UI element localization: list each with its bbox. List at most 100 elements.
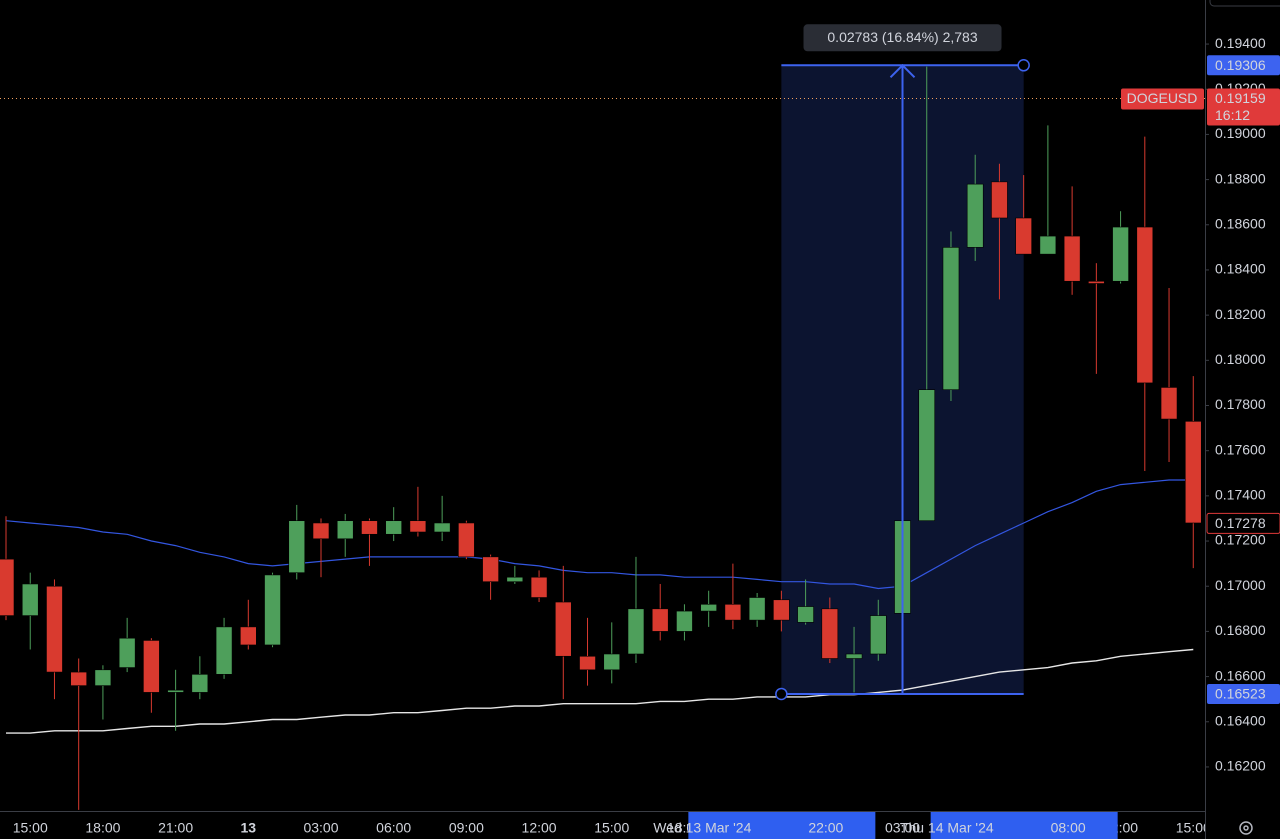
symbol-label: DOGEUSD: [1127, 90, 1198, 106]
last-price-badge: [1207, 88, 1280, 126]
moving-average: [5, 479, 1194, 590]
y-tick-label: 0.18000: [1215, 351, 1266, 367]
candle-body: [1088, 280, 1105, 284]
last-price-label: 0.19159: [1215, 90, 1266, 106]
y-tick-label: 0.17200: [1215, 532, 1266, 548]
corner-button[interactable]: [1209, 0, 1280, 7]
x-tick-label: 09:00: [449, 820, 484, 836]
x-axis-labels: 15:00 18:00 21:00 13 03:00 06:00 09:00 12:00 15:…: [13, 820, 1211, 836]
candle-body: [1039, 235, 1057, 255]
y-tick-label: 0.17000: [1215, 577, 1266, 593]
measure-handle: [1017, 59, 1030, 72]
y-tick-label: 0.16600: [1215, 667, 1266, 683]
candle-body: [1184, 421, 1202, 524]
candle-body: [991, 181, 1008, 219]
time-range-time: 08:00: [1051, 820, 1086, 836]
candle-body: [845, 653, 863, 659]
candle-body: [46, 585, 63, 673]
candle-body: [1063, 235, 1081, 282]
candle-body: [627, 608, 645, 655]
candle-body: [167, 689, 184, 693]
candle-body: [724, 603, 742, 621]
measure-handle: [775, 687, 788, 701]
candle-body: [482, 556, 499, 583]
x-tick-label: 21:00: [158, 820, 193, 836]
candle-body: [821, 608, 839, 659]
y-tick-label: 0.18200: [1215, 306, 1266, 322]
candle-body: [215, 626, 233, 675]
candle-body: [773, 599, 790, 621]
price-badge: [1206, 512, 1280, 534]
y-tick-label: 0.18400: [1215, 261, 1266, 277]
price-badge: [1207, 55, 1280, 76]
time-range-date: Wed 13 Mar '24: [653, 820, 751, 836]
y-tick-label: 0.17600: [1215, 441, 1266, 457]
candle-body: [579, 655, 596, 671]
candle-body: [918, 389, 936, 522]
candle-body: [191, 674, 209, 693]
candle-body: [240, 626, 257, 646]
moving-average: [6, 648, 1194, 734]
plot-area: 0.02783 (16.84%) 2,783: [0, 24, 1205, 810]
x-tick-label: 12:00: [522, 820, 557, 836]
candle-body: [458, 522, 475, 558]
candle-body: [530, 576, 548, 598]
candle-body: [942, 247, 960, 390]
candle-body: [0, 558, 15, 616]
price-badge: [1207, 683, 1280, 704]
y-tick-label: 0.17800: [1215, 396, 1266, 412]
candle-body: [797, 606, 814, 623]
candle-body: [1160, 387, 1178, 420]
candle-body: [21, 583, 39, 616]
y-tick-label: 0.17400: [1215, 487, 1266, 503]
x-tick-label: 03:00: [303, 820, 338, 836]
x-tick-label: 15:00: [13, 820, 48, 836]
candle-body: [385, 520, 402, 535]
candle-body: [264, 574, 281, 646]
x-tick-label: 18:00: [85, 820, 120, 836]
candle-body: [506, 576, 524, 583]
candle-body: [1112, 226, 1129, 282]
candle-body: [312, 522, 330, 540]
candle-body: [676, 610, 693, 632]
candle-body: [70, 671, 87, 686]
x-tick-label: 03:00: [885, 820, 920, 836]
x-tick-label: 15:00: [1176, 820, 1211, 836]
measure-label: 0.02783 (16.84%) 2,783: [827, 29, 977, 45]
candle-body: [700, 603, 717, 612]
time-range-date: Thu 14 Mar '24: [900, 820, 994, 836]
y-tick-label: 0.18800: [1215, 170, 1266, 186]
candle-body: [361, 520, 378, 535]
candle-body: [288, 520, 306, 573]
price-badge-label: 0.19306: [1215, 57, 1266, 73]
candle-body: [409, 520, 427, 533]
time-range-time: 22:00: [808, 820, 843, 836]
candle-body: [143, 640, 160, 693]
candle-body: [869, 615, 887, 655]
axes: 0.16200 0.16400 0.16600 0.16800 0.17000 0.172…: [1121, 35, 1280, 774]
candle-body: [603, 653, 621, 671]
measure-arrowhead: [889, 63, 916, 78]
time-range-label-box: [930, 812, 1118, 839]
symbol-badge: [1121, 88, 1204, 110]
candle-body: [1015, 217, 1032, 255]
candle-body: [966, 183, 984, 248]
candle-body: [336, 520, 354, 540]
y-tick-label: 0.16400: [1215, 712, 1266, 728]
candle-body: [1136, 226, 1154, 384]
candle-body: [433, 522, 451, 533]
countdown-label: 16:12: [1215, 107, 1250, 123]
price-badge-label: 0.17278: [1215, 515, 1266, 531]
y-tick-label: 0.16800: [1215, 622, 1266, 638]
settings-icon[interactable]: [1239, 821, 1253, 835]
x-tick-label: 06:00: [376, 820, 411, 836]
candle-body: [554, 601, 572, 657]
price-badge-label: 0.16523: [1215, 686, 1266, 702]
y-tick-label: 0.19000: [1215, 125, 1266, 141]
time-range-label-box: [688, 812, 876, 839]
y-tick-label: 0.19400: [1215, 35, 1266, 51]
measure-label-box: [803, 24, 1002, 52]
